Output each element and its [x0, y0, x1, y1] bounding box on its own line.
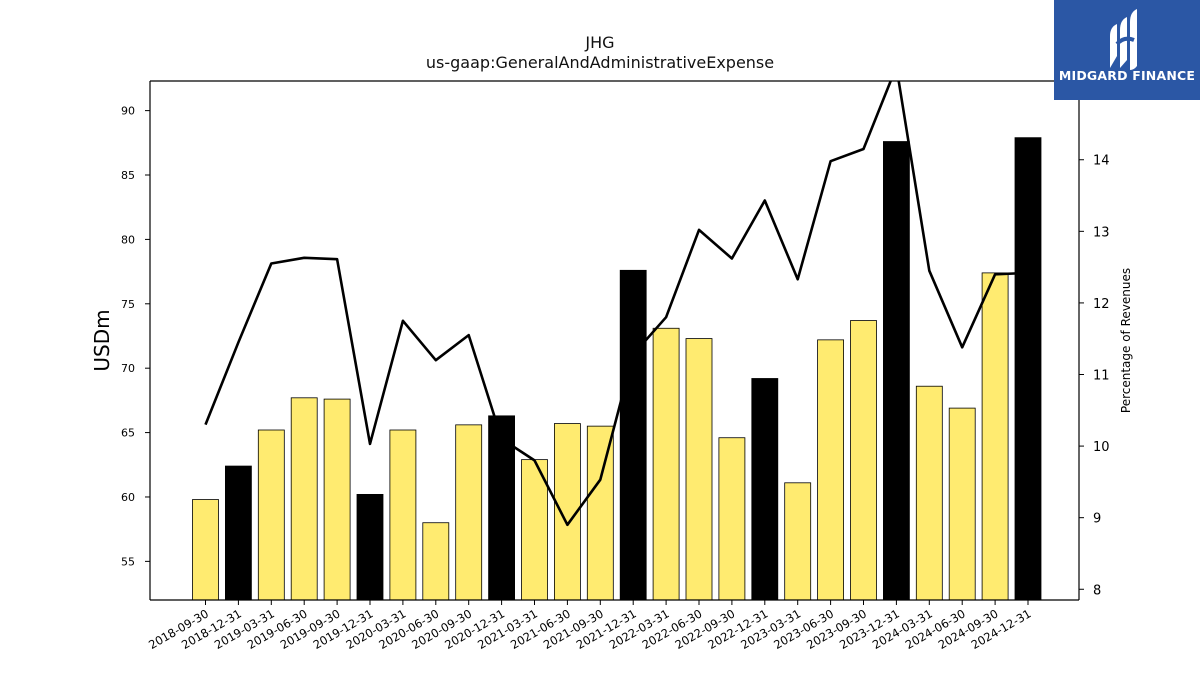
bar [784, 482, 812, 601]
bar [389, 429, 417, 601]
y2-tick-label: 14 [1093, 154, 1110, 169]
bar [883, 141, 910, 601]
y-tick-label: 65 [121, 427, 135, 440]
y2-tick-label: 9 [1093, 512, 1101, 527]
y-tick-label: 90 [121, 105, 135, 118]
bar [850, 320, 877, 601]
y2-tick-label: 10 [1093, 440, 1110, 455]
bar [257, 429, 285, 601]
bar [323, 398, 351, 601]
bar [488, 415, 516, 601]
chart-subtitle: us-gaap:GeneralAndAdministrativeExpense [425, 53, 775, 72]
bar [455, 424, 483, 601]
bar [981, 272, 1009, 601]
bar [356, 493, 384, 601]
bar [1014, 137, 1042, 601]
bar [586, 425, 614, 601]
y-tick-label: 75 [121, 298, 135, 311]
y-tick-label: 55 [121, 555, 135, 568]
y2-tick-label: 8 [1093, 583, 1101, 598]
bar [652, 327, 680, 601]
bar [751, 378, 779, 601]
bar [817, 339, 844, 601]
bar [192, 499, 219, 601]
y-tick-label: 80 [121, 233, 135, 246]
logo-text: MIDGARD FINANCE [1058, 68, 1196, 83]
y2-axis-label: Percentage of Revenues [1119, 268, 1133, 413]
bar [290, 397, 318, 601]
bar [422, 522, 450, 601]
midgard-finance-logo: MIDGARD FINANCE [1054, 0, 1200, 100]
y2-tick-label: 11 [1093, 369, 1110, 384]
bar [685, 338, 713, 601]
series-line [204, 81, 1029, 527]
bar [619, 269, 647, 601]
bar [224, 465, 252, 601]
y-tick-label: 70 [121, 362, 135, 375]
chart-title: JHG [585, 33, 615, 52]
y-tick-label: 60 [121, 491, 135, 504]
y-axis-label: USDm [90, 309, 114, 371]
bar [915, 385, 943, 601]
y2-tick-label: 13 [1093, 225, 1110, 240]
bar [521, 459, 548, 601]
y-tick-label: 85 [121, 169, 135, 182]
bar [948, 407, 976, 601]
y2-tick-label: 12 [1093, 297, 1110, 312]
bar [718, 437, 746, 601]
logo-mark-icon [1110, 9, 1137, 70]
